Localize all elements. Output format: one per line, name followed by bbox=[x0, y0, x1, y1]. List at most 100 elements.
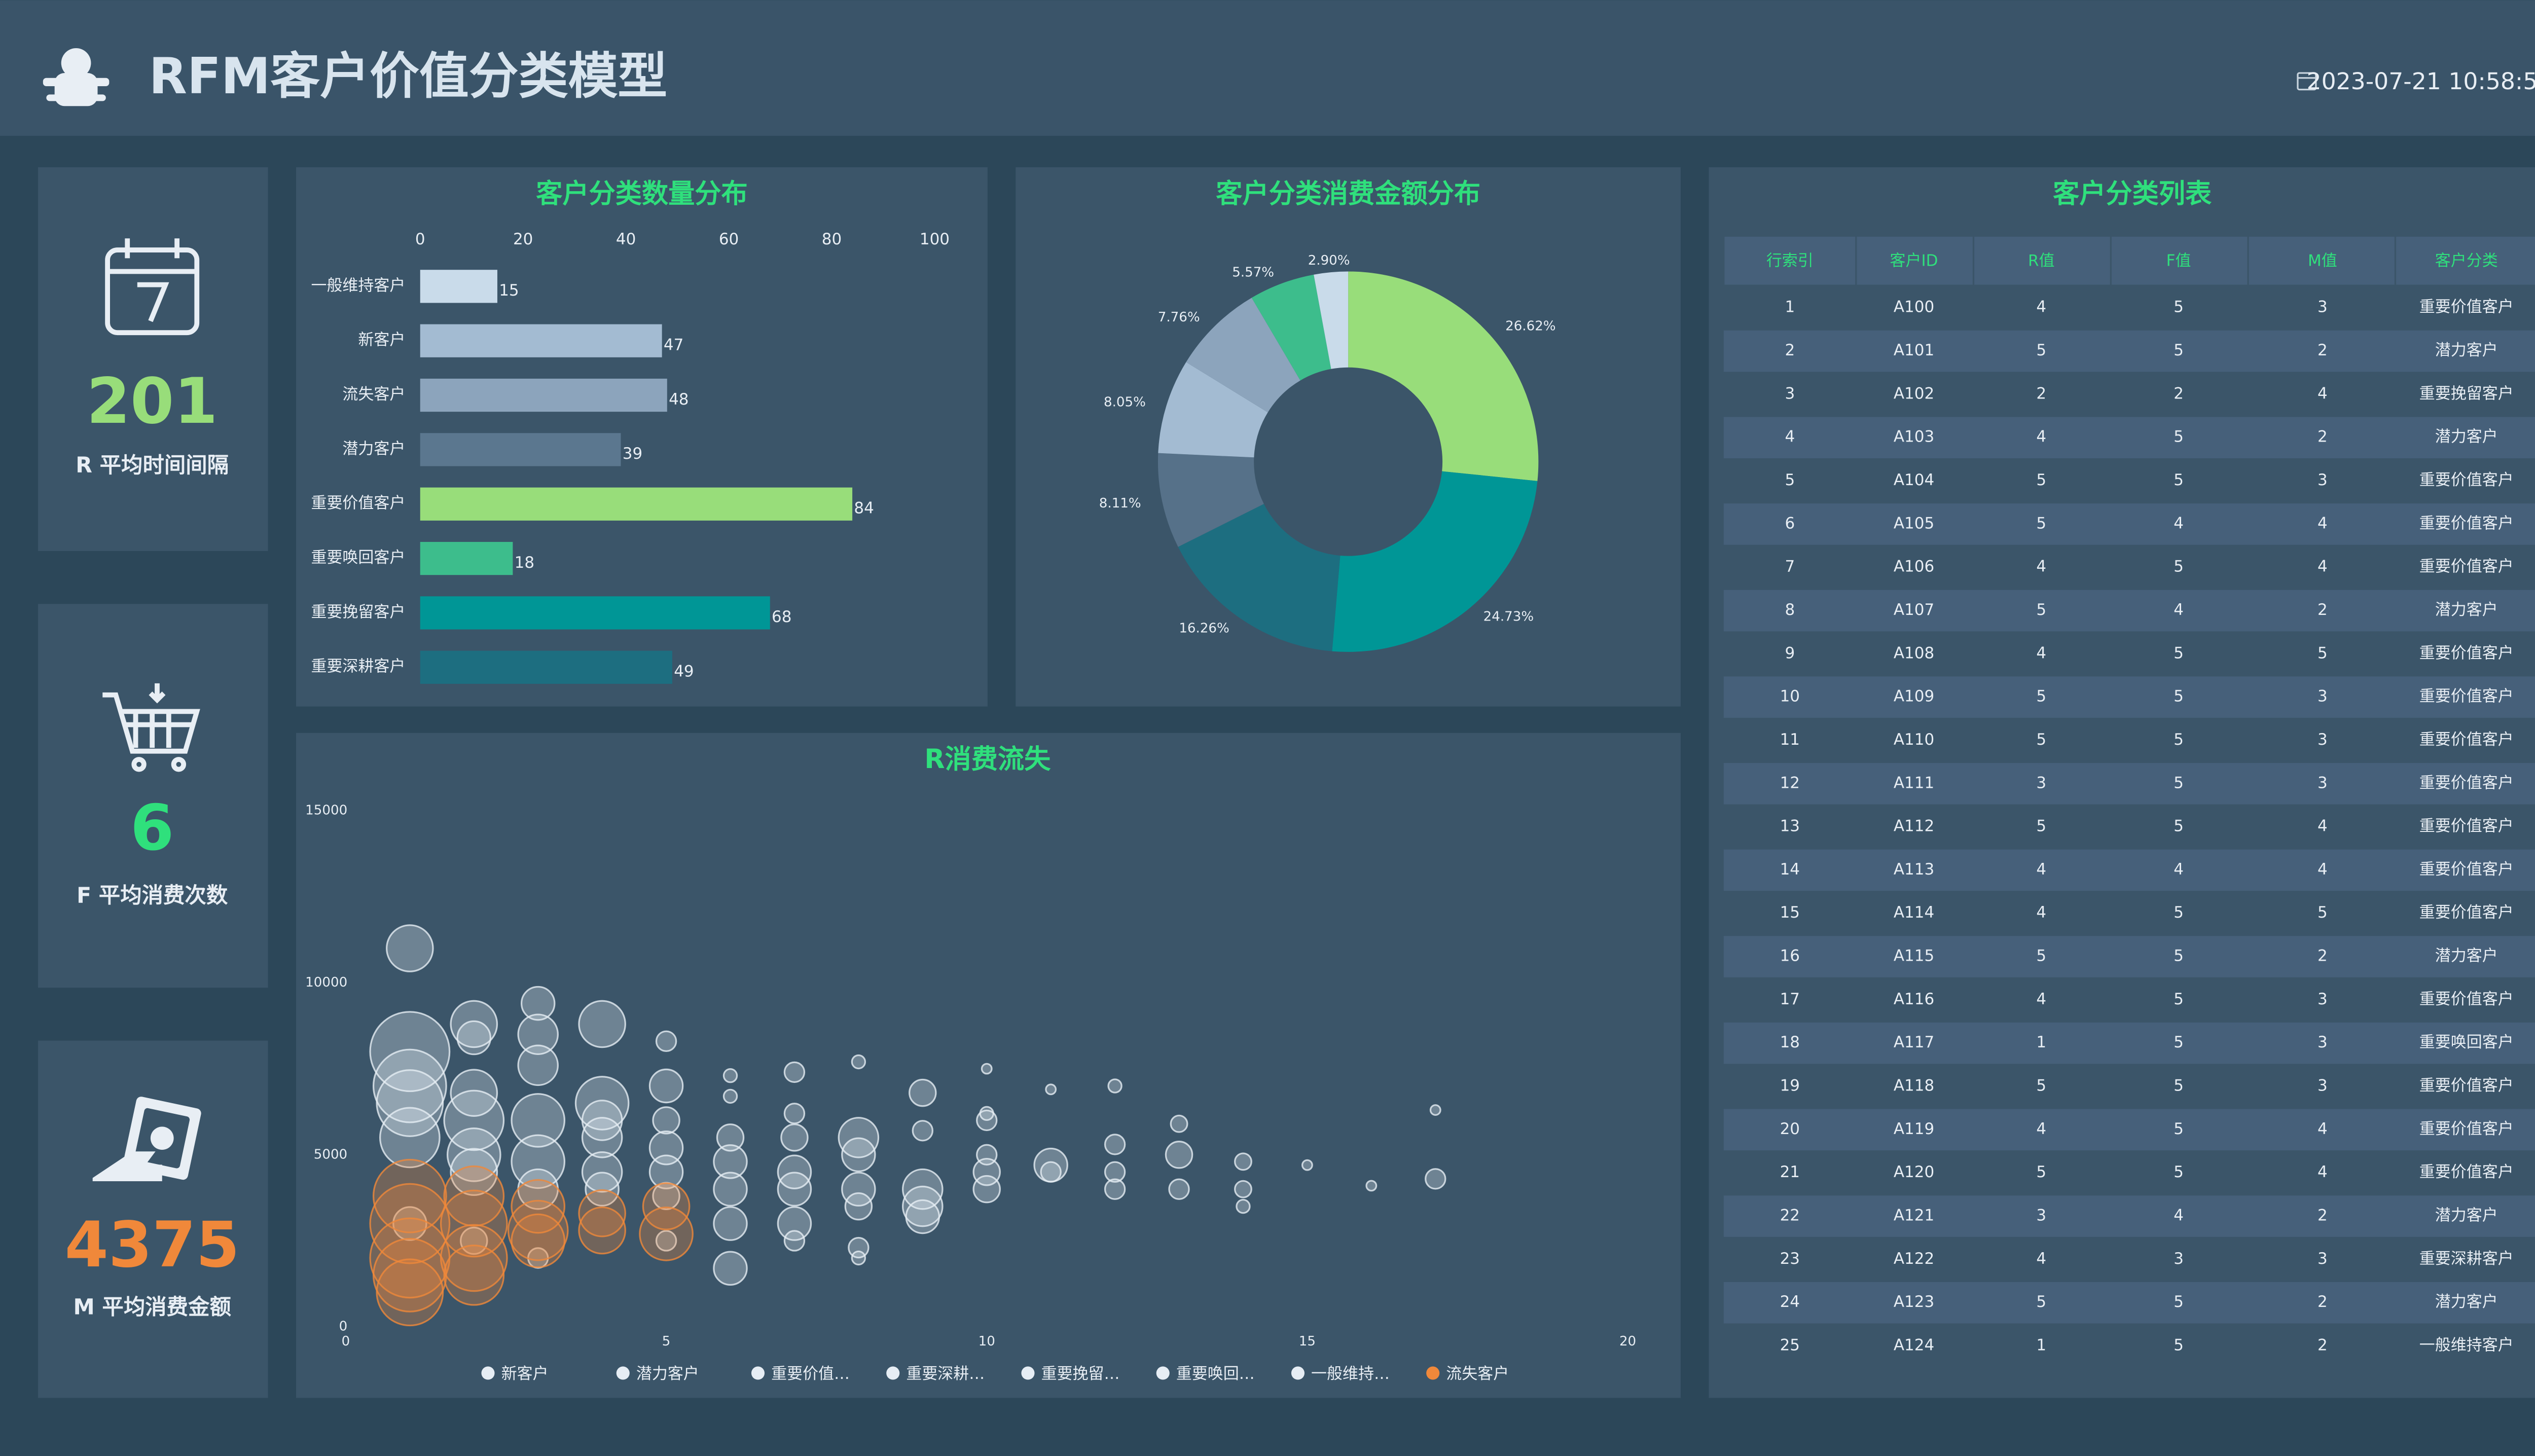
legend-label[interactable]: 新客户 bbox=[501, 1365, 549, 1383]
bubble bbox=[511, 1213, 566, 1268]
cell: 3 bbox=[1785, 384, 1795, 403]
bubble bbox=[642, 1182, 691, 1230]
header-cell bbox=[2249, 236, 2395, 285]
pie-slice bbox=[1186, 298, 1300, 413]
cell: 5 bbox=[2036, 947, 2046, 965]
bubble bbox=[1301, 1159, 1313, 1171]
legend-marker[interactable] bbox=[481, 1366, 495, 1380]
cell: 5 bbox=[2174, 558, 2184, 576]
x-tick-label: 20 bbox=[1619, 1334, 1636, 1349]
row-band bbox=[1723, 1282, 2535, 1324]
bubble bbox=[909, 1078, 937, 1107]
bubble bbox=[905, 1199, 940, 1234]
y-tick-label: 10000 bbox=[305, 975, 347, 990]
cell: 潜力客户 bbox=[2435, 1293, 2498, 1311]
cell: 4 bbox=[2174, 860, 2184, 879]
cell: 5 bbox=[2036, 1293, 2046, 1311]
legend-label[interactable]: 重要唤回… bbox=[1176, 1365, 1255, 1383]
cell: 4 bbox=[2317, 558, 2328, 576]
kpi-value: 201 bbox=[87, 365, 218, 438]
bar bbox=[420, 596, 770, 630]
legend-marker[interactable] bbox=[1426, 1366, 1440, 1380]
cell: A119 bbox=[1894, 1120, 1934, 1138]
cell: 一般维持客户 bbox=[2419, 1336, 2514, 1354]
bubble bbox=[450, 1148, 498, 1196]
cell: 5 bbox=[2174, 947, 2184, 965]
legend-marker[interactable] bbox=[616, 1366, 630, 1380]
legend-label[interactable]: 一般维持… bbox=[1311, 1365, 1390, 1383]
cell: 3 bbox=[2317, 731, 2328, 749]
legend-label[interactable]: 重要深耕… bbox=[906, 1365, 985, 1383]
bubble bbox=[578, 1000, 626, 1048]
value-label: 49 bbox=[674, 663, 694, 681]
bubble bbox=[655, 1230, 677, 1252]
cell: 5 bbox=[2317, 903, 2328, 922]
legend-marker[interactable] bbox=[1021, 1366, 1035, 1380]
y-tick-label: 新客户 bbox=[358, 331, 405, 349]
cell: 5 bbox=[2036, 341, 2046, 359]
row-band bbox=[1723, 1109, 2535, 1151]
slice-label: 5.57% bbox=[1232, 265, 1274, 280]
cell: 17 bbox=[1780, 990, 1800, 1008]
cell: 2 bbox=[2317, 1336, 2328, 1354]
legend-label[interactable]: 重要价值… bbox=[771, 1365, 850, 1383]
cell: 4 bbox=[2036, 298, 2046, 316]
cell: A107 bbox=[1894, 601, 1934, 619]
cell: 1 bbox=[2036, 1033, 2046, 1051]
cell: 3 bbox=[2036, 774, 2046, 792]
cell: 4 bbox=[2174, 514, 2184, 532]
cell: 3 bbox=[2317, 774, 2328, 792]
cell: 4 bbox=[2036, 1250, 2046, 1268]
legend-label[interactable]: 流失客户 bbox=[1446, 1365, 1509, 1383]
bubble bbox=[520, 986, 556, 1021]
bubble bbox=[912, 1120, 934, 1142]
bubble bbox=[1045, 1083, 1057, 1096]
row-band bbox=[1723, 417, 2535, 459]
cell: 5 bbox=[1785, 471, 1795, 489]
bubble bbox=[841, 1172, 876, 1207]
y-tick-label: 重要价值客户 bbox=[311, 494, 405, 513]
bubble bbox=[372, 1158, 447, 1233]
bubble bbox=[777, 1172, 812, 1207]
slice-label: 8.05% bbox=[1104, 394, 1146, 410]
slice-label: 16.26% bbox=[1179, 621, 1229, 636]
cell: 重要价值客户 bbox=[2419, 731, 2514, 749]
cell: 重要价值客户 bbox=[2419, 774, 2514, 792]
bubble bbox=[1236, 1198, 1251, 1214]
row-band bbox=[1723, 936, 2535, 977]
bubble bbox=[1234, 1180, 1252, 1198]
cell: 5 bbox=[2174, 644, 2184, 662]
cell: 20 bbox=[1780, 1120, 1800, 1138]
legend-marker[interactable] bbox=[1156, 1366, 1170, 1380]
legend-label[interactable]: 潜力客户 bbox=[636, 1365, 699, 1383]
bubble bbox=[1104, 1161, 1126, 1183]
bubble bbox=[456, 1020, 492, 1055]
cell: 5 bbox=[2174, 1077, 2184, 1095]
bubble bbox=[722, 1088, 738, 1104]
legend-label[interactable]: 重要挽留… bbox=[1041, 1365, 1120, 1383]
cell: A123 bbox=[1894, 1293, 1934, 1311]
bubble bbox=[716, 1123, 745, 1152]
cell: A104 bbox=[1894, 471, 1934, 489]
bubble bbox=[511, 1179, 566, 1234]
logo-icon bbox=[43, 48, 110, 106]
cell: 5 bbox=[2174, 687, 2184, 706]
x-tick-label: 0 bbox=[415, 230, 425, 248]
legend-marker[interactable] bbox=[751, 1366, 765, 1380]
cell: 5 bbox=[2036, 471, 2046, 489]
y-tick-label: 0 bbox=[339, 1319, 348, 1334]
legend-marker[interactable] bbox=[886, 1366, 900, 1380]
bubble bbox=[446, 1127, 501, 1182]
bubble bbox=[1234, 1152, 1252, 1171]
bubble bbox=[376, 1069, 444, 1137]
x-tick-label: 80 bbox=[822, 230, 842, 248]
cell: A102 bbox=[1894, 384, 1934, 403]
cell: 4 bbox=[2317, 1120, 2328, 1138]
legend-marker[interactable] bbox=[1291, 1366, 1305, 1380]
table-title: 客户分类列表 bbox=[2053, 178, 2212, 209]
cell: 重要价值客户 bbox=[2419, 471, 2514, 489]
bubble bbox=[574, 1076, 630, 1131]
cell: A117 bbox=[1894, 1033, 1934, 1051]
